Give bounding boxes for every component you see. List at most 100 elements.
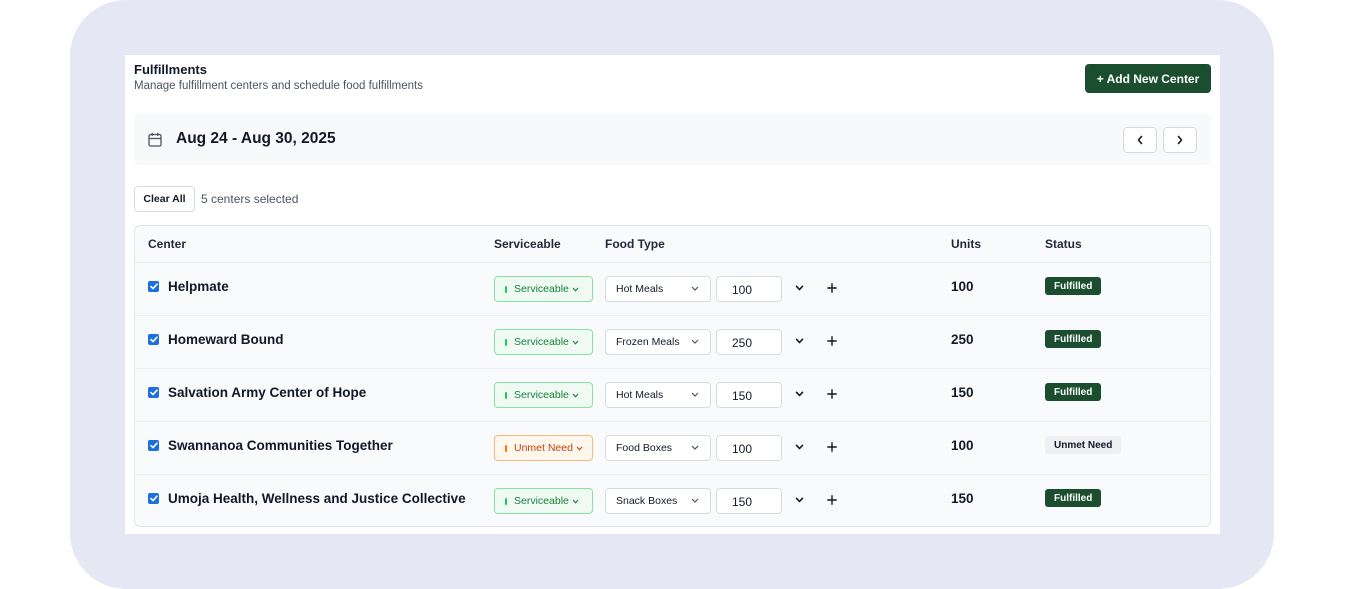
serviceable-value: Serviceable — [514, 283, 569, 295]
food-type-select[interactable]: Frozen Meals — [605, 329, 711, 355]
units-value: 150 — [951, 385, 974, 400]
status-badge: Fulfilled — [1045, 277, 1102, 295]
units-value: 100 — [951, 279, 974, 294]
chevron-down-icon[interactable] — [795, 391, 804, 397]
units-value: 150 — [951, 491, 974, 506]
plus-icon[interactable] — [827, 389, 837, 399]
plus-icon[interactable] — [827, 495, 837, 505]
units-value: 100 — [951, 438, 974, 453]
page-title: Fulfillments — [134, 62, 207, 77]
table-row: Swannanoa Communities Together Unmet Nee… — [135, 422, 1210, 475]
status-badge: Fulfilled — [1045, 489, 1102, 507]
column-header-center: Center — [148, 237, 187, 251]
food-type-select[interactable]: Hot Meals — [605, 276, 711, 302]
quantity-input[interactable]: 150 — [716, 488, 782, 514]
quantity-input[interactable]: 250 — [716, 329, 782, 355]
serviceable-dropdown[interactable]: Unmet Need — [494, 435, 593, 461]
row-checkbox[interactable] — [148, 387, 159, 398]
week-range-label: Aug 24 - Aug 30, 2025 — [176, 130, 336, 147]
food-type-value: Hot Meals — [616, 389, 664, 401]
food-type-select[interactable]: Food Boxes — [605, 435, 711, 461]
serviceable-indicator — [505, 285, 507, 293]
center-name: Umoja Health, Wellness and Justice Colle… — [168, 491, 466, 506]
center-name: Helpmate — [168, 279, 229, 294]
calendar-icon — [148, 132, 162, 147]
chevron-down-icon — [691, 498, 699, 503]
column-header-status: Status — [1045, 237, 1082, 251]
quantity-input[interactable]: 100 — [716, 435, 782, 461]
week-selector: Aug 24 - Aug 30, 2025 — [134, 114, 1211, 165]
chevron-down-icon — [572, 287, 579, 292]
chevron-right-icon — [1176, 135, 1184, 145]
plus-icon[interactable] — [827, 336, 837, 346]
column-header-units: Units — [951, 237, 981, 251]
fulfillment-table: Center Serviceable Food Type Units Statu… — [134, 225, 1211, 527]
selected-count-label: 5 centers selected — [201, 192, 299, 206]
quantity-input[interactable]: 150 — [716, 382, 782, 408]
status-badge: Fulfilled — [1045, 330, 1102, 348]
center-name: Swannanoa Communities Together — [168, 438, 393, 453]
table-row: Helpmate Serviceable Hot Meals 100 100 F… — [135, 263, 1210, 316]
serviceable-indicator — [505, 338, 507, 346]
serviceable-dropdown[interactable]: Serviceable — [494, 488, 593, 514]
chevron-down-icon[interactable] — [795, 444, 804, 450]
column-header-serviceable: Serviceable — [494, 237, 561, 251]
table-row: Homeward Bound Serviceable Frozen Meals … — [135, 316, 1210, 369]
plus-icon[interactable] — [827, 442, 837, 452]
center-name: Salvation Army Center of Hope — [168, 385, 367, 400]
food-type-value: Frozen Meals — [616, 336, 680, 348]
status-badge: Unmet Need — [1045, 436, 1122, 454]
chevron-down-icon — [691, 286, 699, 291]
check-icon — [149, 336, 158, 343]
serviceable-indicator — [505, 391, 507, 399]
chevron-down-icon — [691, 392, 699, 397]
row-checkbox[interactable] — [148, 281, 159, 292]
units-value: 250 — [951, 332, 974, 347]
center-name: Homeward Bound — [168, 332, 284, 347]
check-icon — [149, 283, 158, 290]
fulfillments-panel: Fulfillments Manage fulfillment centers … — [125, 55, 1220, 534]
food-type-value: Food Boxes — [616, 442, 673, 454]
chevron-down-icon — [572, 340, 579, 345]
serviceable-value: Serviceable — [514, 389, 569, 401]
serviceable-indicator — [505, 444, 507, 452]
check-icon — [149, 495, 158, 502]
add-new-center-button[interactable]: + Add New Center — [1085, 64, 1211, 93]
serviceable-dropdown[interactable]: Serviceable — [494, 382, 593, 408]
row-checkbox[interactable] — [148, 440, 159, 451]
serviceable-value: Serviceable — [514, 495, 569, 507]
column-header-food-type: Food Type — [605, 237, 665, 251]
previous-week-button[interactable] — [1123, 127, 1157, 153]
chevron-down-icon — [691, 339, 699, 344]
serviceable-dropdown[interactable]: Serviceable — [494, 276, 593, 302]
serviceable-dropdown[interactable]: Serviceable — [494, 329, 593, 355]
chevron-down-icon — [576, 446, 583, 451]
table-row: Umoja Health, Wellness and Justice Colle… — [135, 475, 1210, 526]
chevron-down-icon[interactable] — [795, 285, 804, 291]
food-type-value: Snack Boxes — [616, 495, 678, 507]
table-row: Salvation Army Center of Hope Serviceabl… — [135, 369, 1210, 422]
table-header: Center Serviceable Food Type Units Statu… — [135, 226, 1210, 263]
chevron-down-icon[interactable] — [795, 338, 804, 344]
food-type-value: Hot Meals — [616, 283, 664, 295]
clear-all-button[interactable]: Clear All — [134, 186, 195, 212]
row-checkbox[interactable] — [148, 493, 159, 504]
chevron-down-icon — [691, 445, 699, 450]
serviceable-value: Serviceable — [514, 336, 569, 348]
next-week-button[interactable] — [1163, 127, 1197, 153]
check-icon — [149, 389, 158, 396]
quantity-input[interactable]: 100 — [716, 276, 782, 302]
food-type-select[interactable]: Hot Meals — [605, 382, 711, 408]
food-type-select[interactable]: Snack Boxes — [605, 488, 711, 514]
chevron-left-icon — [1136, 135, 1144, 145]
check-icon — [149, 442, 158, 449]
row-checkbox[interactable] — [148, 334, 159, 345]
serviceable-value: Unmet Need — [514, 442, 573, 454]
plus-icon[interactable] — [827, 283, 837, 293]
page-subtitle: Manage fulfillment centers and schedule … — [134, 80, 423, 92]
chevron-down-icon — [572, 499, 579, 504]
serviceable-indicator — [505, 497, 507, 505]
chevron-down-icon[interactable] — [795, 497, 804, 503]
chevron-down-icon — [572, 393, 579, 398]
status-badge: Fulfilled — [1045, 383, 1102, 401]
